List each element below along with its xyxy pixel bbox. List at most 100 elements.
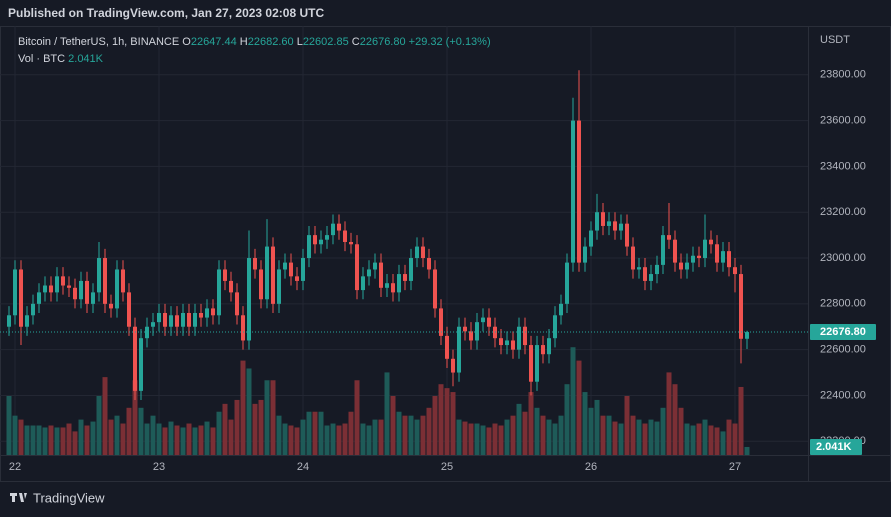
volume-bar — [408, 415, 414, 455]
candle-body — [661, 235, 665, 265]
y-tick-label: 23600.00 — [820, 115, 866, 127]
volume-bar — [744, 446, 750, 455]
candle-body — [91, 292, 95, 304]
candle-body — [577, 120, 581, 263]
candle-body — [637, 267, 641, 270]
volume-bar — [210, 427, 216, 455]
candle-body — [427, 258, 431, 270]
volume-bar — [234, 399, 240, 455]
volume-bar — [6, 396, 12, 455]
candle-body — [73, 287, 77, 300]
candle-body — [697, 255, 701, 259]
candle-body — [721, 251, 725, 263]
legend: Bitcoin / TetherUS, 1h, BINANCE O22647.4… — [18, 36, 491, 48]
candle-body — [733, 267, 737, 275]
candle-body — [187, 312, 191, 327]
candle-body — [325, 235, 329, 240]
candle-body — [313, 235, 317, 245]
logo-icon — [10, 493, 27, 502]
x-tick-label: 22 — [9, 461, 21, 473]
candle-body — [181, 312, 185, 327]
candle-body — [277, 269, 281, 304]
candle-body — [361, 276, 365, 291]
volume-bar — [318, 411, 324, 455]
volume-bar — [108, 419, 114, 455]
candle-body — [43, 285, 47, 293]
x-tick-label: 26 — [585, 461, 597, 473]
candle-body — [169, 315, 173, 327]
candle-body — [367, 269, 371, 277]
candle-body — [301, 258, 305, 281]
volume-bar — [600, 415, 606, 455]
candle-body — [541, 345, 545, 355]
volume-bar — [630, 415, 636, 455]
volume-bar — [42, 427, 48, 455]
volume-bar — [366, 425, 372, 455]
volume-bar — [102, 377, 108, 455]
candle-body — [163, 312, 167, 327]
volume-bar — [534, 407, 540, 455]
volume-bar — [582, 392, 588, 455]
y-tick-label: 23000.00 — [820, 252, 866, 264]
candle-body — [727, 251, 731, 268]
volume-bar — [222, 403, 228, 455]
last-price-tag — [810, 324, 876, 341]
volume-tag — [810, 439, 862, 455]
volume-bar — [192, 427, 198, 455]
volume-bar — [480, 425, 486, 455]
candle-body — [331, 223, 335, 236]
volume-bar — [306, 411, 312, 455]
candle-body — [517, 326, 521, 350]
volume-bar — [180, 427, 186, 455]
candle-body — [343, 230, 347, 242]
candle-body — [265, 246, 269, 300]
candle-body — [679, 262, 683, 270]
logo: TradingView — [10, 490, 105, 505]
candle-body — [613, 221, 617, 231]
legend-key: C — [352, 36, 360, 48]
volume-bar — [162, 427, 168, 455]
legend-change: +29.32 (+0.13%) — [409, 36, 491, 48]
volume-bar — [648, 419, 654, 455]
x-tick-label: 23 — [153, 461, 165, 473]
candle-body — [103, 258, 107, 304]
volume-bar — [324, 425, 330, 455]
volume-bar — [126, 407, 132, 455]
candle-body — [649, 274, 653, 281]
candle-body — [481, 317, 485, 323]
y-tick-label: 22400.00 — [820, 389, 866, 401]
candle-body — [505, 340, 509, 346]
volume-bar — [390, 396, 396, 455]
volume-bar — [204, 421, 210, 455]
volume-bars — [6, 347, 750, 455]
candle-body — [37, 292, 41, 304]
candle-body — [25, 315, 29, 327]
candle-body — [199, 312, 203, 318]
legend-symbol: Bitcoin / TetherUS, 1h, BINANCE — [18, 36, 179, 48]
volume-bar — [168, 421, 174, 455]
candles — [0, 70, 808, 401]
volume-bar — [504, 419, 510, 455]
candle-body — [619, 223, 623, 231]
candle-body — [643, 267, 647, 281]
candle-body — [337, 223, 341, 231]
candle-body — [319, 239, 323, 245]
y-tick-label: 23400.00 — [820, 160, 866, 172]
candle-body — [589, 230, 593, 247]
candle-body — [535, 345, 539, 382]
volume-bar — [552, 423, 558, 455]
volume-bar — [336, 425, 342, 455]
candle-body — [451, 358, 455, 373]
candle-body — [739, 274, 743, 339]
volume-bar — [594, 399, 600, 455]
volume-bar — [300, 419, 306, 455]
legend-value: 22682.60 — [248, 36, 294, 48]
candle-body — [31, 303, 35, 316]
volume-bar — [132, 380, 138, 455]
volume-bar — [546, 419, 552, 455]
volume-bar — [252, 403, 258, 455]
volume-bar — [420, 415, 426, 455]
volume-bar — [450, 392, 456, 455]
volume-bar — [642, 423, 648, 455]
